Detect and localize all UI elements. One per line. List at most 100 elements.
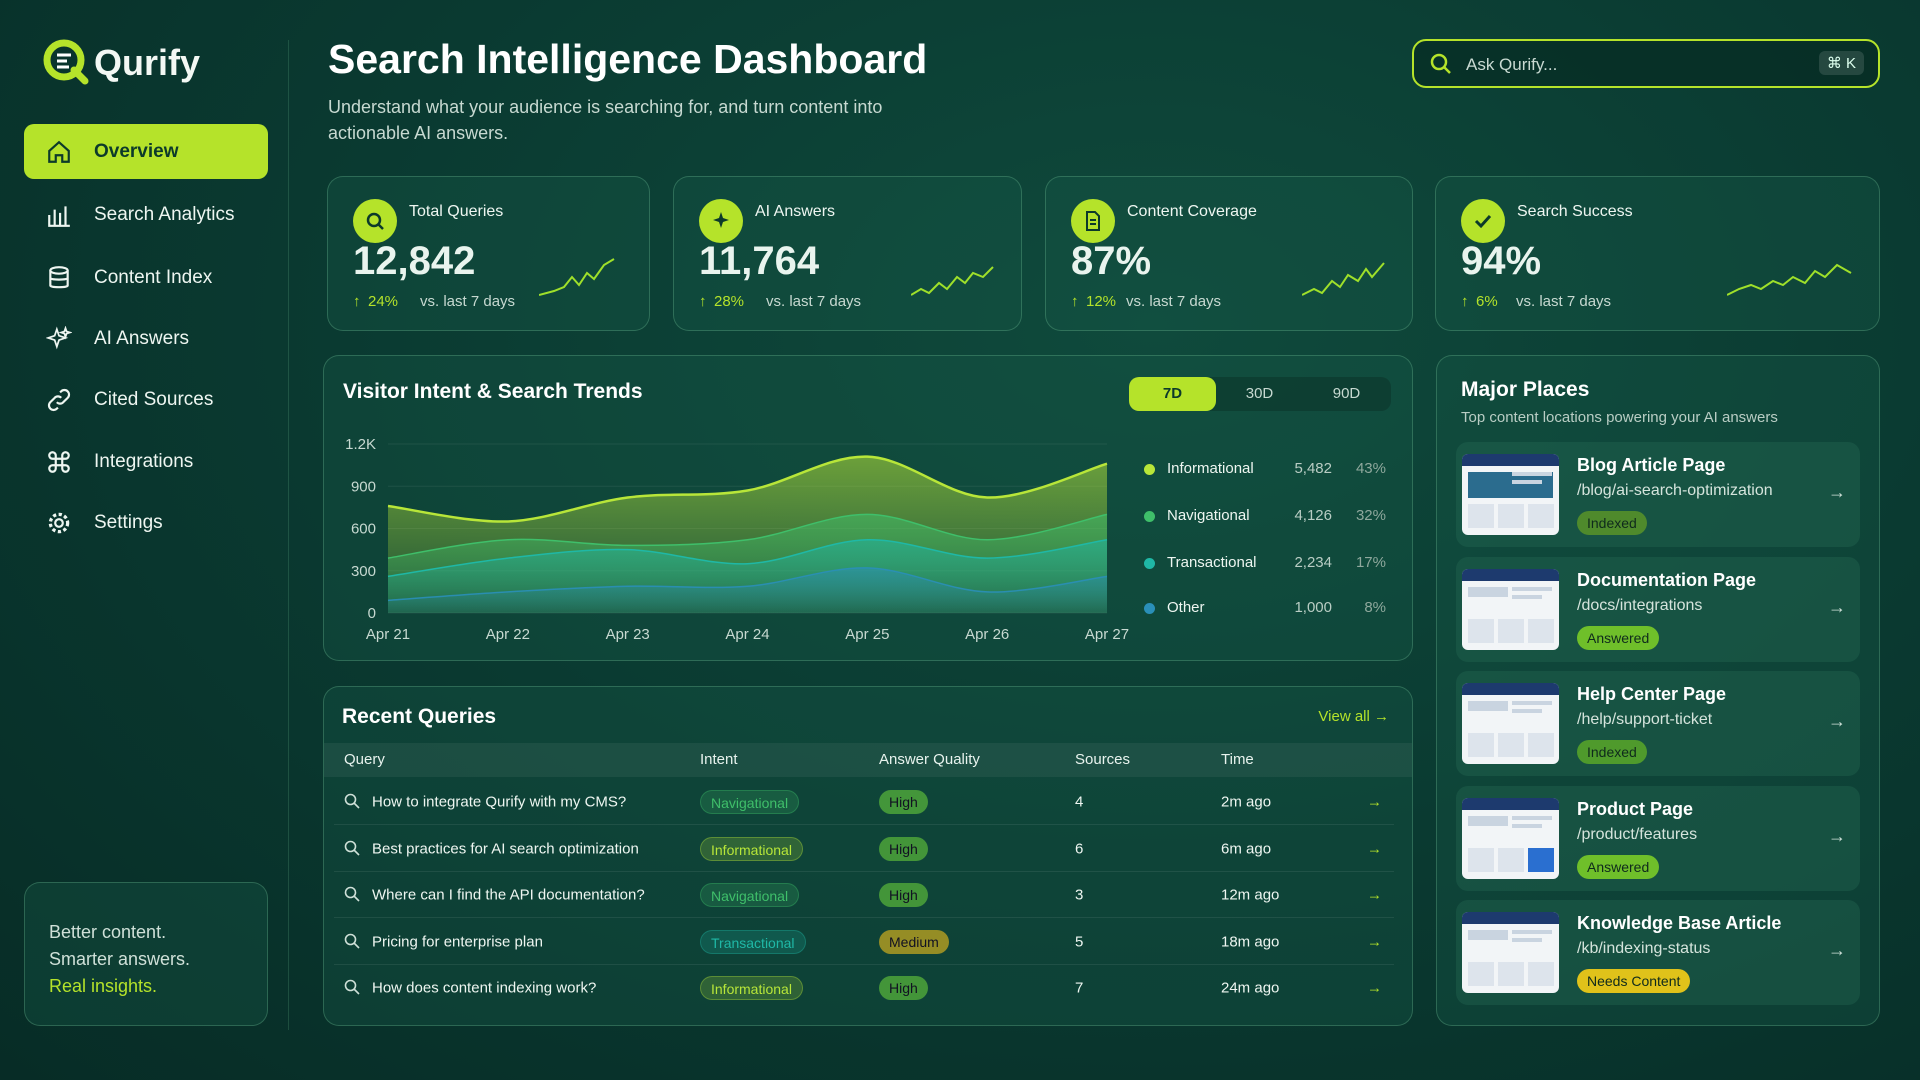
thumbnail [1462, 568, 1559, 650]
kpi-change: 24% [368, 293, 399, 310]
kpi-card: AI Answers 11,764 ↑ 28% vs. last 7 days [673, 176, 1022, 331]
sources: 7 [1075, 979, 1084, 997]
tagline: Better content. [49, 922, 167, 942]
range-tab[interactable]: 30D [1245, 385, 1274, 402]
x-tick-label: Apr 23 [606, 626, 650, 643]
nav-item[interactable]: Integrations [24, 434, 268, 489]
nav-item[interactable]: Settings [24, 495, 268, 550]
table-row[interactable]: How does content indexing work? Informati… [334, 965, 1394, 1011]
kpi-card: Total Queries 12,842 ↑ 24% vs. last 7 days [327, 176, 650, 331]
series-line [387, 455, 1108, 523]
place-card[interactable]: Product Page/product/features Answered → [1456, 785, 1860, 891]
kpi-value: 12,842 [353, 239, 476, 283]
legend-share: 32% [1355, 507, 1386, 524]
place-path: /product/features [1577, 825, 1698, 843]
place-card[interactable]: Help Center Page/help/support-ticket Inde… [1456, 671, 1860, 776]
nav-icon [48, 140, 70, 163]
kpi-arrow: ↑ [1461, 293, 1469, 310]
y-tick-label: 900 [351, 478, 376, 495]
kpi-sparkline [538, 255, 623, 306]
search-icon [1430, 53, 1451, 74]
nav-icon [47, 388, 71, 411]
place-arrow: → [1828, 596, 1846, 617]
range-tab[interactable]: 7D [1129, 377, 1216, 411]
place-card[interactable]: Knowledge Base Article/kb/indexing-statu… [1456, 900, 1860, 1005]
place-arrow: → [1828, 825, 1846, 846]
kpi-label: Search Success [1517, 203, 1633, 220]
shortcut: ⌘ K [1818, 51, 1864, 75]
status-pill: Answered [1577, 854, 1660, 879]
major-places-panel: Major Places Top content locations power… [1436, 355, 1880, 1026]
query-icon [344, 979, 360, 1000]
quality-pill: Medium [879, 929, 949, 954]
query-text: Pricing for enterprise plan [372, 933, 543, 950]
x-tick-label: Apr 27 [1085, 626, 1129, 643]
kpi-sparkline [1301, 255, 1386, 306]
table-header [324, 743, 1412, 777]
kpi-icon [699, 199, 743, 243]
nav-item[interactable]: Overview [24, 124, 268, 179]
tagline-card: Better content. Smarter answers. Real in… [24, 882, 268, 1026]
place-path: /docs/integrations [1577, 596, 1703, 614]
place-title: Blog Article Page [1577, 455, 1726, 475]
kpi-value: 94% [1461, 239, 1542, 283]
query-icon [344, 840, 360, 861]
kpi-label: Content Coverage [1127, 203, 1257, 220]
nav-item[interactable]: AI Answers [24, 311, 268, 366]
query-text: Where can I find the API documentation? [372, 886, 645, 904]
query-icon [344, 933, 360, 954]
query-icon [344, 886, 360, 907]
table-row[interactable]: How to integrate Qurify with my CMS? Navi… [334, 779, 1394, 825]
place-arrow: → [1828, 482, 1846, 502]
thumbnail [1462, 454, 1559, 535]
search-box[interactable]: Ask Qurify... ⌘ K [1412, 39, 1880, 88]
thumbnail [1462, 797, 1559, 879]
x-tick-label: Apr 26 [965, 626, 1009, 643]
places-subtitle: Top content locations powering your AI a… [1461, 409, 1778, 426]
nav-item[interactable]: Cited Sources [24, 372, 268, 427]
legend-swatch [1144, 511, 1155, 522]
chart: 0 300 600 900 1.2K Apr 21 Apr 22 Apr 23 Apr 24 Ap… [345, 436, 1129, 643]
kpi-label: Total Queries [409, 203, 504, 220]
tagline: Smarter answers. [49, 949, 191, 969]
x-tick-label: Apr 21 [366, 626, 410, 643]
nav-item[interactable]: Search Analytics [24, 187, 268, 242]
nav-icon [48, 450, 70, 473]
place-arrow: → [1828, 711, 1846, 731]
thumbnail [1462, 683, 1559, 764]
query-text: Best practices for AI search optimizatio… [372, 840, 639, 857]
nav-item[interactable]: Content Index [24, 250, 268, 305]
table-row[interactable]: Where can I find the API documentation? N… [334, 872, 1394, 918]
kpi-icon [353, 199, 397, 243]
nav-label: Search Analytics [94, 203, 235, 225]
kpi-arrow: ↑ [699, 293, 707, 310]
nav-icon [48, 512, 70, 533]
sources: 6 [1075, 840, 1084, 857]
time: 18m ago [1221, 933, 1280, 950]
nav-label: Overview [94, 140, 179, 162]
place-card[interactable]: Documentation Page/docs/integrations Answ… [1456, 556, 1860, 662]
table-title: Recent Queries [342, 705, 497, 728]
range-tabs: 7D 30D 90D [1129, 377, 1391, 411]
x-tick-label: Apr 22 [486, 626, 530, 643]
range-tab[interactable]: 90D [1332, 385, 1361, 402]
y-tick-label: 600 [351, 521, 376, 538]
thumbnail [1462, 912, 1559, 993]
view-all[interactable]: View all → [1318, 708, 1389, 725]
intent-pill: Transactional [700, 929, 806, 954]
column-header: Time [1221, 751, 1254, 768]
nav-icon [49, 265, 69, 288]
intent-pill: Informational [700, 836, 803, 861]
table-row[interactable]: Pricing for enterprise plan Transactional… [334, 919, 1394, 965]
legend-swatch [1144, 558, 1155, 569]
quality-pill: High [879, 883, 928, 907]
quality-pill: High [879, 790, 928, 814]
place-card[interactable]: Blog Article Page/blog/ai-search-optimiz… [1456, 442, 1860, 547]
column-header: Sources [1075, 751, 1131, 768]
table-row[interactable]: Best practices for AI search optimizatio… [334, 826, 1394, 872]
kpi-period: vs. last 7 days [420, 293, 516, 310]
legend-total: 2,234 [1294, 554, 1332, 571]
column-header: Query [344, 751, 385, 768]
kpi-value: 11,764 [699, 239, 820, 283]
place-path: /help/support-ticket [1577, 711, 1713, 728]
